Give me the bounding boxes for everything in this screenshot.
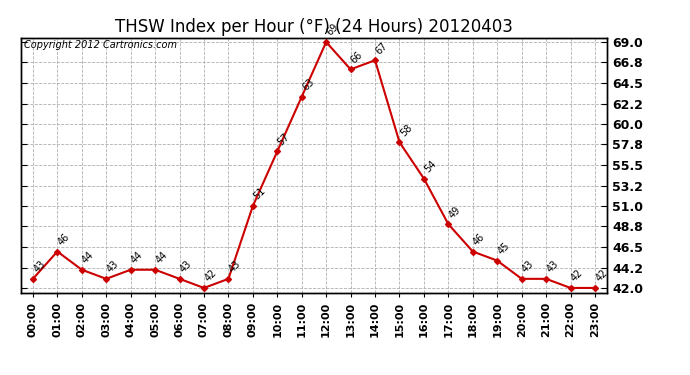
Text: 43: 43 (227, 259, 243, 274)
Text: 58: 58 (398, 122, 414, 138)
Text: 57: 57 (276, 131, 292, 147)
Text: 43: 43 (544, 259, 560, 274)
Text: 69: 69 (325, 22, 340, 38)
Text: 44: 44 (154, 250, 170, 266)
Text: 45: 45 (496, 241, 512, 256)
Text: 42: 42 (593, 268, 609, 284)
Title: THSW Index per Hour (°F) (24 Hours) 20120403: THSW Index per Hour (°F) (24 Hours) 2012… (115, 18, 513, 36)
Text: 43: 43 (105, 259, 121, 274)
Text: 42: 42 (569, 268, 585, 284)
Text: 42: 42 (203, 268, 219, 284)
Text: 46: 46 (471, 232, 487, 248)
Text: 43: 43 (178, 259, 194, 274)
Text: 63: 63 (300, 77, 316, 93)
Text: Copyright 2012 Cartronics.com: Copyright 2012 Cartronics.com (23, 40, 177, 50)
Text: 44: 44 (129, 250, 145, 266)
Text: 44: 44 (81, 250, 96, 266)
Text: 54: 54 (422, 159, 438, 174)
Text: 43: 43 (32, 259, 47, 274)
Text: 43: 43 (520, 259, 536, 274)
Text: 51: 51 (251, 186, 267, 202)
Text: 49: 49 (447, 204, 463, 220)
Text: 67: 67 (374, 40, 389, 56)
Text: 46: 46 (56, 232, 72, 248)
Text: 66: 66 (349, 50, 365, 65)
